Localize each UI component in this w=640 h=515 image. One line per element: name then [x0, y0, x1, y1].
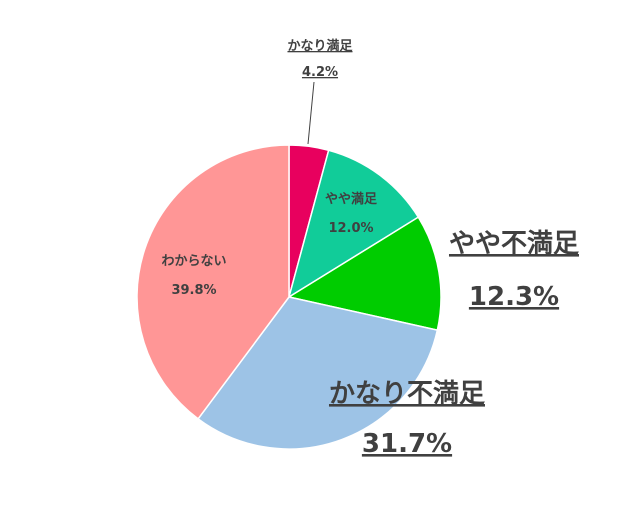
- slice-labels: かなり満足 4.2% やや満足 12.0% やや不満足 12.3% かなり不満足 31.7% わ…: [161, 38, 579, 459]
- slice-name-label-2: やや不満足: [449, 229, 579, 259]
- slice-value-label-3: 31.7%: [362, 429, 452, 459]
- pie-slice-4: [136, 144, 290, 420]
- slice-name-label-0: かなり満足: [287, 38, 353, 54]
- slice-name-label-3: かなり不満足: [329, 379, 485, 409]
- pie-slice-3: [197, 296, 439, 450]
- pie-slice-2: [287, 216, 442, 332]
- pie-slice-1: [287, 149, 420, 299]
- slice-value-label-4: 39.8%: [171, 283, 216, 298]
- slice-value-label-2: 12.3%: [469, 282, 559, 312]
- pie-slices: [136, 144, 442, 450]
- slice-value-label-0: 4.2%: [302, 65, 338, 80]
- slice-name-label-1: やや満足: [325, 191, 378, 207]
- leader-line-kanari-manzoku: [307, 81, 315, 145]
- slice-value-label-1: 12.0%: [328, 221, 373, 236]
- slice-name-label-4: わからない: [161, 254, 226, 269]
